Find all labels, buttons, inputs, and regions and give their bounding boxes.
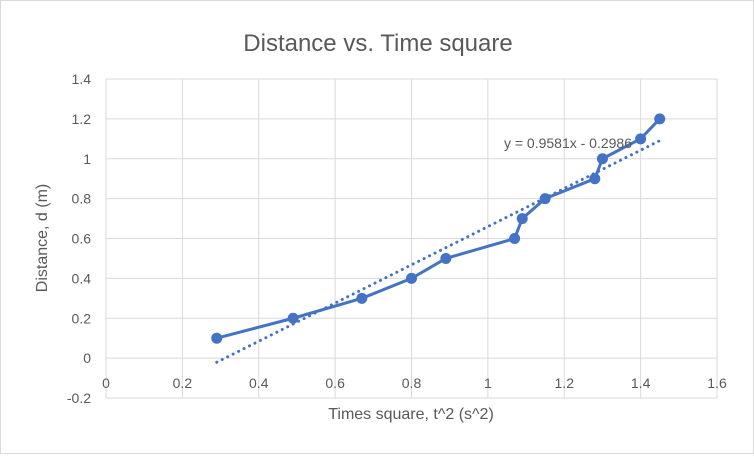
data-point	[287, 312, 299, 324]
y-tick-label: 0.4	[72, 270, 92, 286]
y-tick-label: 1.2	[72, 111, 92, 127]
y-tick-label: 0	[83, 350, 91, 366]
y-axis-label: Distance, d (m)	[34, 184, 51, 292]
data-point	[596, 153, 608, 165]
data-point	[440, 252, 452, 264]
x-tick-label: 0	[102, 375, 110, 391]
y-tick-label: 1	[83, 151, 91, 167]
x-tick-label: 0.8	[402, 375, 422, 391]
x-tick-label: 1.4	[631, 375, 651, 391]
data-point	[539, 193, 551, 205]
data-point	[211, 332, 223, 344]
data-markers	[211, 113, 666, 344]
data-point	[654, 113, 666, 125]
data-point	[406, 272, 417, 284]
data-point	[589, 173, 601, 185]
data-point	[635, 133, 647, 145]
y-tick-label: 0.8	[72, 191, 92, 207]
data-point	[509, 233, 521, 244]
x-tick-label: 1	[484, 375, 492, 391]
trendline-equation: y = 0.9581x - 0.2986	[504, 135, 632, 151]
data-point	[356, 292, 368, 304]
x-axis-ticks: 0 0.2 0.4 0.6 0.8 1 1.2 1.4 1.6	[102, 375, 727, 391]
data-series-line	[216, 117, 661, 340]
y-tick-label: 0.6	[72, 231, 92, 247]
data-point	[516, 213, 528, 225]
y-tick-label: 0.2	[72, 310, 92, 326]
x-tick-label: 1.6	[707, 375, 727, 391]
x-tick-label: 0.2	[173, 375, 193, 391]
gridlines	[105, 78, 718, 399]
y-tick-label: -0.2	[67, 390, 91, 406]
x-tick-label: 0.6	[325, 375, 345, 391]
x-tick-label: 0.4	[249, 375, 269, 391]
x-tick-label: 1.2	[555, 375, 575, 391]
chart-title: Distance vs. Time square	[243, 30, 512, 57]
y-tick-label: 1.4	[72, 71, 92, 87]
y-axis-ticks: 1.4 1.2 1 0.8 0.6 0.4 0.2 0 -0.2	[67, 71, 91, 406]
x-axis-label: Times square, t^2 (s^2)	[328, 406, 494, 423]
